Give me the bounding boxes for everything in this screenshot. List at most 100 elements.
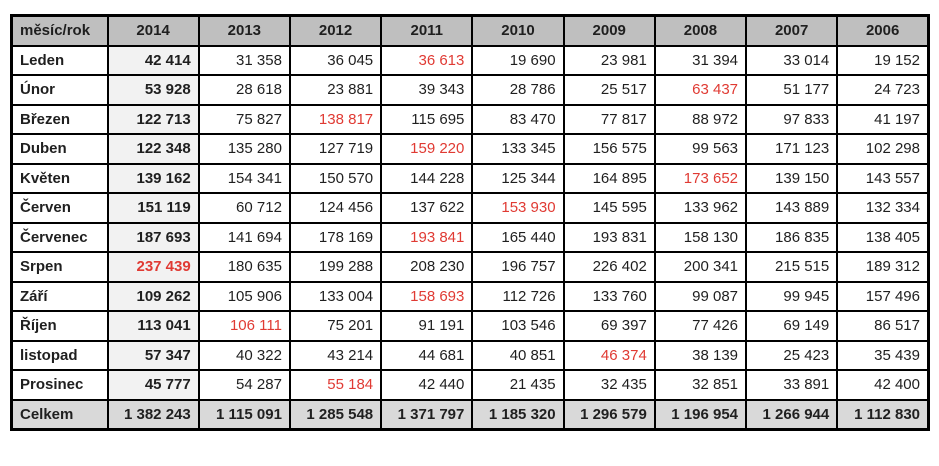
table-cell: 122 348 (106, 133, 200, 165)
total-cell: 1 266 944 (745, 398, 839, 431)
table-cell: 132 334 (836, 192, 930, 224)
table-cell: 122 713 (106, 103, 200, 135)
table-row: Leden 42 414 31 358 36 045 36 613 19 690 23 98… (10, 44, 930, 76)
row-header-month: Září (10, 280, 109, 312)
row-header-month: Červenec (10, 221, 109, 253)
table-cell: 215 515 (745, 251, 839, 283)
row-header-month: Srpen (10, 251, 109, 283)
table-cell: 186 835 (745, 221, 839, 253)
row-header-month: Únor (10, 74, 109, 106)
table-cell: 138 405 (836, 221, 930, 253)
table-cell: 23 881 (288, 74, 383, 106)
table-cell: 77 817 (562, 103, 656, 135)
table-cell: 25 423 (745, 339, 839, 371)
table-cell: 159 220 (380, 133, 474, 165)
table-cell: 42 400 (836, 369, 930, 401)
total-cell: 1 112 830 (836, 398, 930, 431)
table-cell: 33 014 (745, 44, 839, 76)
table-cell: 32 851 (653, 369, 748, 401)
table-cell: 42 414 (106, 44, 200, 76)
table-row: Červen 151 119 60 712 124 456 137 622 153 930… (10, 192, 930, 224)
table-cell: 32 435 (562, 369, 656, 401)
table-cell: 91 191 (380, 310, 474, 342)
header-row: měsíc/rok 2014 2013 2012 2011 2010 2009 2008 200… (10, 14, 930, 47)
table-cell: 124 456 (288, 192, 383, 224)
table-footer: Celkem 1 382 243 1 115 091 1 285 548 1 371 7… (10, 398, 930, 431)
table-cell: 208 230 (380, 251, 474, 283)
year-column-header: 2008 (653, 14, 748, 47)
table-cell: 102 298 (836, 133, 930, 165)
table-cell: 144 228 (380, 162, 474, 194)
table-cell: 88 972 (653, 103, 748, 135)
table-cell: 55 184 (288, 369, 383, 401)
table-cell: 139 150 (745, 162, 839, 194)
table-cell: 46 374 (562, 339, 656, 371)
year-column-header: 2006 (836, 14, 930, 47)
table-row: Srpen 237 439 180 635 199 288 208 230 196 757… (10, 251, 930, 283)
table-cell: 139 162 (106, 162, 200, 194)
table-cell: 53 928 (106, 74, 200, 106)
table-cell: 69 149 (745, 310, 839, 342)
month-year-table-container: měsíc/rok 2014 2013 2012 2011 2010 2009 2008 200… (10, 14, 930, 431)
table-row: Květen 139 162 154 341 150 570 144 228 125 34… (10, 162, 930, 194)
table-cell: 28 618 (197, 74, 291, 106)
table-cell: 193 841 (380, 221, 474, 253)
total-row-label: Celkem (10, 398, 109, 431)
table-cell: 173 652 (653, 162, 748, 194)
table-cell: 237 439 (106, 251, 200, 283)
table-cell: 193 831 (562, 221, 656, 253)
table-cell: 28 786 (471, 74, 565, 106)
table-cell: 165 440 (471, 221, 565, 253)
row-header-month: Květen (10, 162, 109, 194)
year-column-header: 2011 (380, 14, 474, 47)
table-cell: 127 719 (288, 133, 383, 165)
table-cell: 57 347 (106, 339, 200, 371)
table-cell: 86 517 (836, 310, 930, 342)
table-cell: 133 345 (471, 133, 565, 165)
table-cell: 83 470 (471, 103, 565, 135)
table-cell: 97 833 (745, 103, 839, 135)
table-cell: 75 827 (197, 103, 291, 135)
year-column-header: 2012 (288, 14, 383, 47)
table-cell: 41 197 (836, 103, 930, 135)
table-cell: 99 945 (745, 280, 839, 312)
table-cell: 158 693 (380, 280, 474, 312)
year-column-header: 2014 (106, 14, 200, 47)
table-cell: 189 312 (836, 251, 930, 283)
table-cell: 226 402 (562, 251, 656, 283)
table-row: Březen 122 713 75 827 138 817 115 695 83 470 7… (10, 103, 930, 135)
table-row: Říjen 113 041 106 111 75 201 91 191 103 546 69… (10, 310, 930, 342)
row-header-month: listopad (10, 339, 109, 371)
table-cell: 135 280 (197, 133, 291, 165)
table-cell: 105 906 (197, 280, 291, 312)
table-row: Červenec 187 693 141 694 178 169 193 841 165 … (10, 221, 930, 253)
table-cell: 99 087 (653, 280, 748, 312)
row-header-month: Červen (10, 192, 109, 224)
table-row: Duben 122 348 135 280 127 719 159 220 133 345… (10, 133, 930, 165)
table-cell: 106 111 (197, 310, 291, 342)
table-row: listopad 57 347 40 322 43 214 44 681 40 851 46… (10, 339, 930, 371)
table-cell: 157 496 (836, 280, 930, 312)
table-cell: 77 426 (653, 310, 748, 342)
table-body: Leden 42 414 31 358 36 045 36 613 19 690 23 98… (10, 44, 930, 401)
row-header-month: Leden (10, 44, 109, 76)
table-cell: 138 817 (288, 103, 383, 135)
table-cell: 187 693 (106, 221, 200, 253)
row-header-month: Březen (10, 103, 109, 135)
table-cell: 153 930 (471, 192, 565, 224)
table-cell: 43 214 (288, 339, 383, 371)
table-cell: 54 287 (197, 369, 291, 401)
table-cell: 103 546 (471, 310, 565, 342)
table-cell: 145 595 (562, 192, 656, 224)
row-header-month: Prosinec (10, 369, 109, 401)
table-cell: 171 123 (745, 133, 839, 165)
table-cell: 143 557 (836, 162, 930, 194)
table-cell: 112 726 (471, 280, 565, 312)
table-cell: 38 139 (653, 339, 748, 371)
table-cell: 178 169 (288, 221, 383, 253)
total-cell: 1 296 579 (562, 398, 656, 431)
table-cell: 21 435 (471, 369, 565, 401)
table-cell: 133 962 (653, 192, 748, 224)
table-cell: 156 575 (562, 133, 656, 165)
table-cell: 133 760 (562, 280, 656, 312)
